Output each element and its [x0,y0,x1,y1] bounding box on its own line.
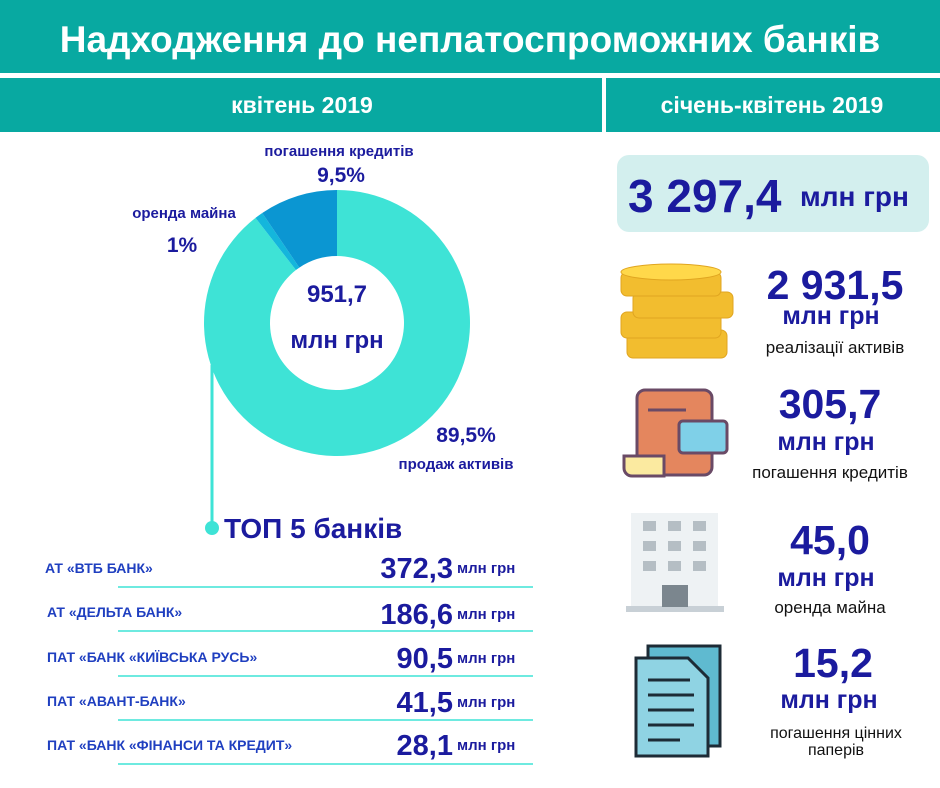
receipt-icon [622,388,729,478]
bank-value: 372,3 [380,553,453,585]
bank-unit: млн грн [457,606,515,623]
building-icon [626,513,724,612]
summary-unit: млн грн [780,686,877,714]
summary-value: 15,2 [793,640,873,686]
bank-name: ПАТ «БАНК «ФІНАНСИ ТА КРЕДИТ» [47,737,292,753]
value-label: 1% [167,234,198,257]
summary-label: погашення кредитів [752,463,908,482]
bank-name: ПАТ «АВАНТ-БАНК» [47,693,186,709]
center-value: 951,7 [307,281,367,308]
bank-value: 41,5 [397,687,453,719]
summary-value: 305,7 [779,381,882,427]
bank-name: АТ «ВТБ БАНК» [45,560,153,576]
period: квітень 2019 [231,92,373,118]
summary-unit: млн грн [777,564,874,592]
category-label: оренда майна [132,205,236,222]
total-unit: млн грн [800,181,909,212]
summary-label: оренда майна [774,598,886,617]
documents-icon [634,644,722,758]
category-label: погашення кредитів [264,143,413,160]
summary-label: реалізації активів [766,338,904,357]
period: січень-квітень 2019 [661,92,884,118]
total-box [617,155,929,232]
bank-value: 186,6 [380,599,453,631]
bank-name: АТ «ДЕЛЬТА БАНК» [47,604,182,620]
bank-unit: млн грн [457,650,515,667]
bank-unit: млн грн [457,560,515,577]
value-label: 9,5% [317,164,365,187]
donut-segment [262,190,337,268]
bank-value: 28,1 [397,730,453,762]
connector-dot [205,521,219,535]
value-label: 89,5% [436,424,496,447]
title-bar [0,0,940,73]
donut [203,190,470,456]
summary-unit: млн грн [777,428,874,456]
bank-unit: млн грн [457,737,515,754]
bank-name: ПАТ «БАНК «КИЇВСЬКА РУСЬ» [47,649,257,665]
donut-segment [203,190,470,456]
coins-icon [620,263,734,359]
summary-label: погашення цінних паперів [770,725,902,759]
total: 3 297,4 [628,170,782,222]
bank-value: 90,5 [397,643,453,675]
summary-unit: млн грн [782,302,879,330]
summary-value: 2 931,5 [767,262,904,308]
top-title: ТОП 5 банків [224,513,402,544]
title: Надходження до неплатоспроможних банків [60,19,881,60]
summary-value: 45,0 [790,517,870,563]
divider [602,78,606,132]
category-label: продаж активів [399,456,514,473]
center-unit: млн грн [290,327,383,354]
donut-segment [255,212,300,271]
bank-unit: млн грн [457,694,515,711]
period-bar [0,78,940,132]
